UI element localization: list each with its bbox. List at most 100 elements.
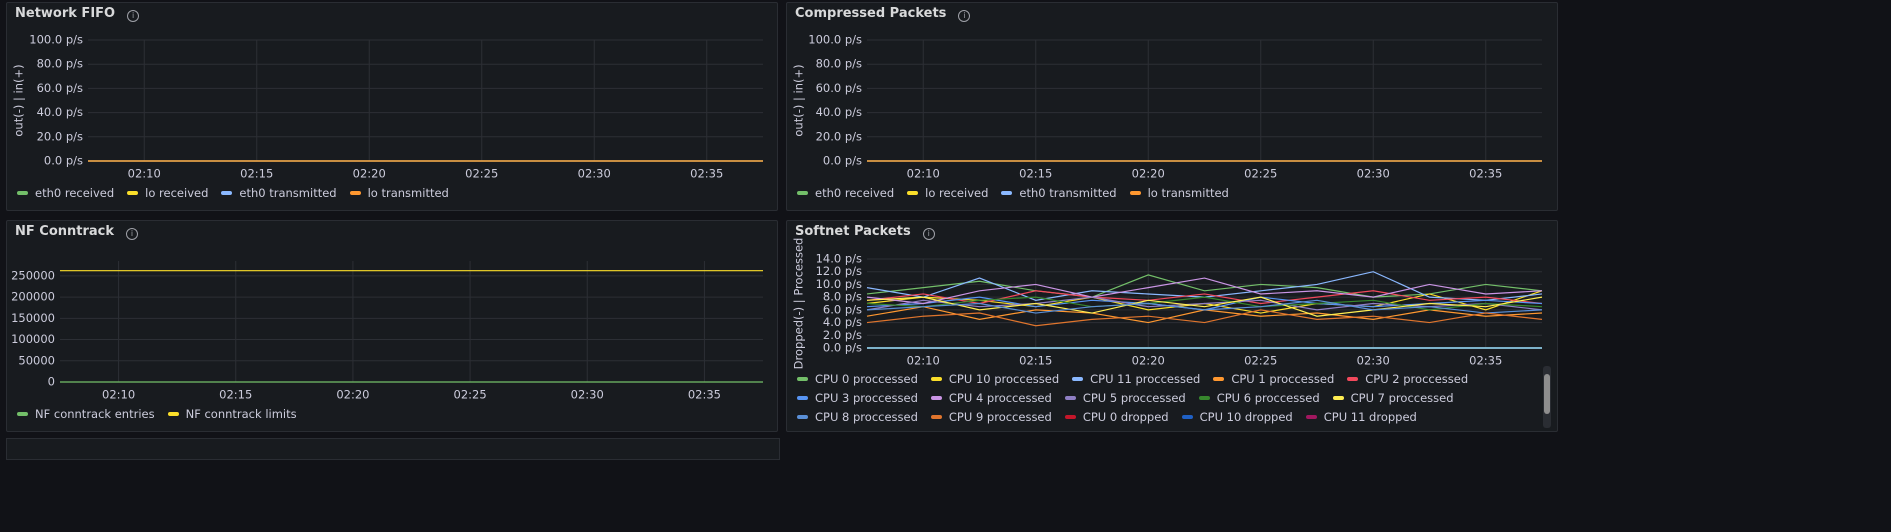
legend-label: CPU 2 proccessed	[1365, 372, 1469, 386]
y-tick-label: 0.0 p/s	[823, 154, 862, 168]
legend-item: CPU 0 proccessed	[797, 372, 918, 386]
y-tick-label: 0.0 p/s	[823, 341, 862, 355]
y-tick-label: 6.0 p/s	[823, 302, 862, 316]
y-tick-label: 0.0 p/s	[44, 154, 83, 168]
legend-label: lo received	[925, 186, 989, 200]
legend-item: CPU 3 proccessed	[797, 391, 918, 405]
x-tick-label: 02:20	[336, 388, 369, 402]
legend-label: CPU 0 proccessed	[815, 372, 918, 386]
legend-item: CPU 2 proccessed	[1347, 372, 1468, 386]
info-icon: i	[127, 10, 140, 22]
y-tick-label: 2.0 p/s	[823, 328, 862, 342]
legend-label: CPU 2 dropped	[932, 429, 1018, 431]
title-text: NF Conntrack	[15, 224, 115, 239]
legend-label: CPU 1 dropped	[815, 429, 901, 431]
y-tick-label: 4.0 p/s	[823, 315, 862, 329]
legend-label: CPU 0 dropped	[1082, 410, 1169, 424]
info-icon: i	[958, 10, 971, 22]
legend-label: CPU 6 proccessed	[1216, 391, 1320, 405]
info-icon: i	[922, 228, 935, 240]
y-tick-label: 40.0 p/s	[37, 105, 83, 119]
legend-swatch	[221, 191, 233, 195]
legend-item: CPU 11 proccessed	[1072, 372, 1200, 386]
legend-swatch	[1001, 191, 1013, 195]
legend-item: CPU 4 proccessed	[930, 391, 1052, 405]
y-tick-label: 20.0 p/s	[816, 129, 862, 143]
x-tick-label: 02:15	[1019, 167, 1052, 181]
legend-item: CPU 2 dropped	[914, 429, 1018, 431]
legend-swatch	[127, 191, 139, 195]
info-icon: i	[126, 228, 139, 240]
x-tick-label: 02:10	[102, 388, 135, 402]
legend-label: NF conntrack limits	[185, 407, 297, 421]
y-tick-label: 40.0 p/s	[816, 105, 862, 119]
legend-item: lo transmitted	[1129, 186, 1229, 200]
series-line	[866, 299, 1543, 314]
legend-swatch	[167, 412, 179, 416]
legend-swatch	[1064, 396, 1076, 400]
y-tick-label: 10.0 p/s	[816, 277, 862, 291]
legend-label: CPU 10 dropped	[1199, 410, 1293, 424]
legend-item: CPU 10 dropped	[1181, 410, 1293, 424]
legend-item: lo transmitted	[349, 186, 449, 200]
legend-swatch	[1213, 377, 1225, 381]
x-tick-label: 02:10	[907, 167, 940, 181]
legend-swatch	[1347, 377, 1359, 381]
legend-swatch	[1305, 415, 1317, 419]
panel-title: Network FIFO i	[15, 6, 140, 22]
legend-swatch	[349, 191, 361, 195]
legend-swatch	[17, 412, 28, 416]
y-tick-label: 250000	[11, 268, 55, 282]
legend-swatch	[1064, 415, 1076, 419]
legend-item: eth0 transmitted	[1001, 186, 1117, 200]
x-tick-label: 02:30	[1357, 167, 1390, 181]
legend-item: CPU 10 proccessed	[930, 372, 1059, 386]
x-tick-label: 02:35	[1469, 354, 1502, 368]
legend-item: CPU 7 proccessed	[1332, 391, 1454, 405]
x-tick-label: 02:35	[688, 388, 721, 402]
legend-item: CPU 6 proccessed	[1198, 391, 1320, 405]
legend-item: CPU 1 proccessed	[1213, 372, 1334, 386]
plot: 0 50000 100000 150000 200000 250000 02:10 02:15…	[11, 261, 763, 402]
y-tick-label: 100000	[11, 332, 55, 346]
title-text: Network FIFO	[15, 6, 116, 21]
y-tick-label: 150000	[11, 311, 55, 325]
legend-item: CPU 1 dropped	[797, 429, 901, 431]
x-tick-label: 02:25	[454, 388, 487, 402]
x-tick-label: 02:20	[1132, 167, 1165, 181]
title-text: Compressed Packets	[795, 6, 947, 21]
legend-label: CPU 8 proccessed	[815, 410, 918, 424]
legend-swatch	[1129, 191, 1141, 195]
x-tick-label: 02:15	[240, 167, 273, 181]
x-tick-label: 02:10	[128, 167, 161, 181]
legend-item: NF conntrack entries	[17, 407, 155, 421]
legend-swatch	[1181, 415, 1193, 419]
y-tick-label: 60.0 p/s	[37, 81, 83, 95]
panel: NF Conntrack i 0 50000 100000 150000 200000 250…	[6, 220, 778, 432]
x-tick-label: 02:25	[1244, 354, 1277, 368]
legend-swatch	[1332, 396, 1344, 400]
x-tick-label: 02:35	[690, 167, 723, 181]
legend: eth0 received lo received eth0 transmitted…	[17, 186, 757, 200]
y-tick-label: 60.0 p/s	[816, 81, 862, 95]
panel: Compressed Packets i 0.0 p/s 20.0 p/s 40.0 p…	[786, 2, 1558, 211]
y-tick-label: 12.0 p/s	[816, 264, 862, 278]
y-axis-label: Dropped(-) | Processed	[792, 238, 806, 370]
x-tick-label: 02:10	[907, 354, 940, 368]
legend-label: CPU 4 dropped	[1165, 429, 1251, 431]
legend-item: eth0 received	[797, 186, 894, 200]
y-tick-label: 80.0 p/s	[816, 57, 862, 71]
panel-title: NF Conntrack i	[15, 224, 139, 240]
scroll-thumb	[1544, 374, 1550, 414]
legend-label: CPU 11 proccessed	[1090, 372, 1201, 386]
x-tick-label: 02:35	[1469, 167, 1502, 181]
legend-swatch	[1198, 396, 1210, 400]
legend-label: CPU 5 proccessed	[1082, 391, 1186, 405]
series-line	[866, 309, 1543, 327]
x-tick-label: 02:20	[1132, 354, 1165, 368]
y-tick-label: 8.0 p/s	[823, 290, 862, 304]
y-axis-label: out(-) | in(+)	[12, 64, 26, 136]
legend: NF conntrack entries NF conntrack limits	[17, 407, 757, 421]
legend-label: CPU 9 proccessed	[948, 410, 1052, 424]
legend-swatch	[907, 191, 919, 195]
